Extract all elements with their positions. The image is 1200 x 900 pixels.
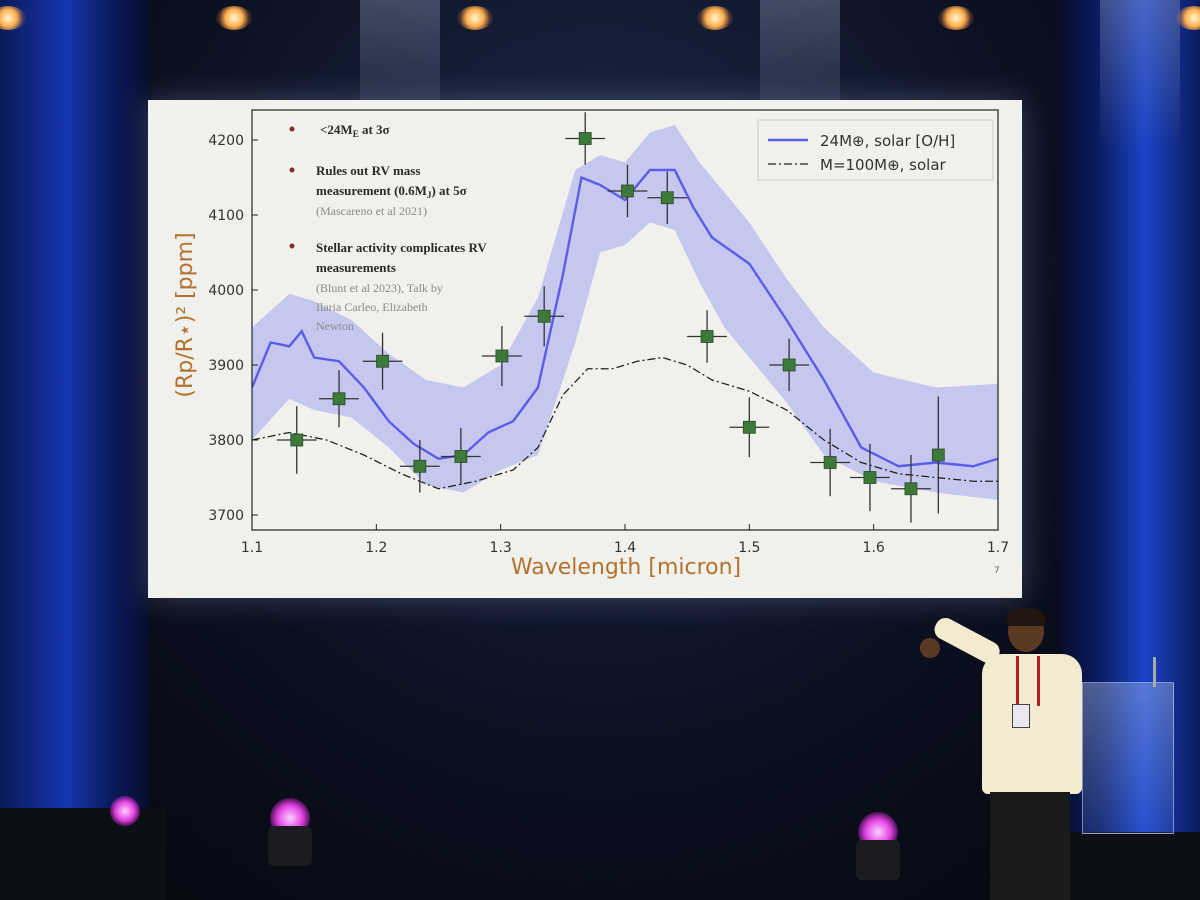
stage-light	[216, 6, 252, 30]
data-marker	[904, 482, 918, 496]
data-marker	[660, 191, 674, 205]
data-marker	[823, 456, 837, 469]
bullet-2-line-2: measurement (0.6MJ) at 5σ	[316, 183, 467, 200]
data-marker	[413, 459, 427, 473]
data-point	[810, 428, 851, 497]
projection-screen: 1.1 1.2 1.3 1.4 1.5 1.6 1.7 3700 3800 3900 4000 410…	[148, 100, 1022, 598]
presenter	[920, 608, 1100, 900]
bullet-3-reference: (Blunt et al 2023), Talk by	[316, 281, 443, 295]
data-point	[607, 164, 648, 218]
data-point	[524, 286, 565, 347]
x-tick-label: 1.3	[490, 540, 512, 556]
data-marker	[931, 448, 945, 462]
bullet-3-line-2: measurements	[316, 260, 396, 275]
bullet-2-reference: (Mascareno et al 2021)	[316, 204, 427, 218]
data-point	[362, 332, 403, 390]
data-marker	[863, 471, 877, 484]
data-point	[891, 455, 931, 523]
bullet-dot	[289, 167, 295, 173]
data-point	[276, 406, 317, 474]
data-point	[319, 370, 359, 428]
speaker-cabinet	[0, 808, 165, 900]
legend: 24M⊕, solar [O/H] M=100M⊕, solar	[757, 119, 994, 181]
bullet-1: <24ME at 3σ	[320, 122, 390, 139]
floor-light	[848, 812, 908, 882]
data-point	[440, 428, 481, 485]
data-point	[482, 326, 522, 386]
curtain-right	[1060, 0, 1200, 900]
data-marker	[700, 330, 714, 343]
y-tick-label: 3900	[208, 358, 244, 374]
x-tick-label: 1.2	[365, 540, 387, 556]
data-point	[687, 310, 727, 363]
legend-label-1: 24M⊕, solar [O/H]	[820, 132, 955, 150]
data-marker	[454, 450, 468, 463]
stage-light	[697, 6, 733, 30]
bullet-2-line-1: Rules out RV mass	[316, 163, 420, 178]
legend-box	[757, 119, 994, 181]
slide-chart: 1.1 1.2 1.3 1.4 1.5 1.6 1.7 3700 3800 3900 4000 410…	[148, 100, 1022, 598]
data-point	[729, 397, 770, 458]
data-point	[931, 396, 945, 514]
data-marker	[332, 392, 346, 406]
data-point	[769, 338, 810, 392]
floor-light	[260, 798, 320, 868]
microphone	[1153, 657, 1156, 687]
slide-bullets: <24ME at 3σ Rules out RV mass measuremen…	[289, 122, 487, 333]
data-marker	[578, 132, 592, 145]
uncertainty-band	[252, 125, 998, 500]
data-point	[850, 443, 890, 512]
data-marker	[621, 184, 634, 198]
data-marker	[290, 433, 304, 447]
podium	[1082, 657, 1174, 834]
stage-light	[1176, 6, 1200, 30]
y-tick-label: 4200	[208, 133, 244, 149]
name-badge	[1012, 704, 1030, 728]
slide-number: 7	[994, 566, 1000, 576]
data-point	[565, 112, 606, 165]
x-tick-label: 1.1	[241, 540, 263, 556]
model-line-100me	[252, 356, 998, 490]
bullet-3-reference: Ilaria Carleo, Elizabeth	[316, 300, 428, 314]
bullet-3-line-1: Stellar activity complicates RV	[316, 240, 487, 255]
stage-light	[457, 6, 493, 30]
data-point	[647, 171, 688, 224]
y-axis-label: (Rp/R⋆)² [ppm]	[173, 232, 198, 397]
x-tick-label: 1.5	[738, 540, 760, 556]
y-tick-label: 3800	[208, 433, 244, 449]
x-axis-label: Wavelength [micron]	[511, 555, 741, 580]
floor-light	[110, 796, 150, 866]
data-marker	[782, 358, 796, 372]
y-tick-label: 3700	[208, 508, 244, 524]
data-marker	[495, 349, 509, 363]
light-beam	[1100, 0, 1180, 150]
data-point	[399, 440, 440, 493]
x-tick-label: 1.4	[614, 540, 636, 556]
y-tick-label: 4000	[208, 283, 244, 299]
data-marker	[376, 354, 389, 368]
x-tick-label: 1.6	[863, 540, 885, 556]
bullet-dot	[289, 126, 295, 132]
legend-label-2: M=100M⊕, solar	[820, 156, 947, 174]
stage-light	[938, 6, 974, 30]
bullet-3-reference: Newton	[316, 319, 354, 333]
x-tick-label: 1.7	[987, 540, 1009, 556]
y-tick-label: 4100	[208, 208, 244, 224]
model-line-24me	[252, 168, 998, 468]
bullet-dot	[289, 243, 295, 249]
data-marker	[537, 309, 551, 323]
data-marker	[742, 420, 756, 434]
curtain-left	[0, 0, 150, 900]
